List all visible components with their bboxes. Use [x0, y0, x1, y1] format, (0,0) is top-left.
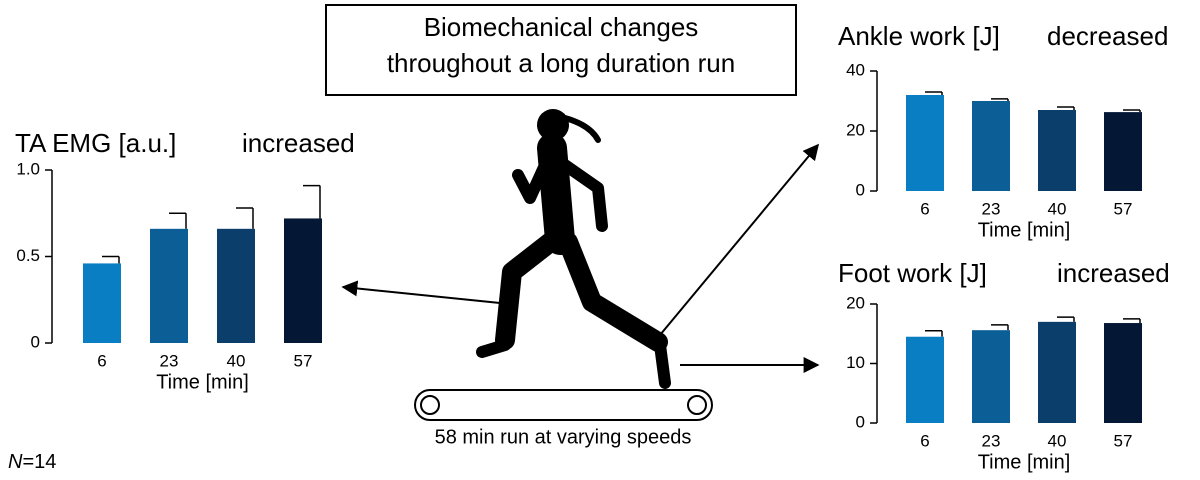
y-tick-label: 1.0: [16, 159, 40, 178]
x-axis-label: Time [min]: [156, 371, 249, 393]
bar: [150, 228, 188, 343]
y-tick-label: 20: [846, 120, 865, 139]
x-tick-label: 40: [1048, 199, 1067, 218]
bar: [1038, 110, 1076, 191]
y-tick-label: 0: [856, 412, 865, 431]
x-tick-label: 57: [1114, 199, 1133, 218]
bar: [284, 218, 322, 343]
bar: [83, 263, 121, 343]
sample-size: N=14: [8, 451, 56, 473]
bar: [1038, 321, 1076, 423]
x-tick-label: 40: [227, 351, 246, 370]
y-tick-label: 0.5: [16, 246, 40, 265]
bar: [972, 330, 1010, 423]
sample-value: =14: [22, 451, 56, 473]
y-tick-label: 40: [846, 60, 865, 79]
title-box: [325, 4, 797, 96]
arrow: [341, 280, 501, 304]
bar: [972, 101, 1010, 191]
x-axis-label: Time [min]: [978, 219, 1071, 241]
y-tick-label: 20: [846, 293, 865, 312]
annotation: increased: [1057, 258, 1170, 288]
bar: [906, 336, 944, 423]
y-tick-label: 10: [846, 353, 865, 372]
caption: 58 min run at varying speeds: [435, 426, 692, 448]
x-tick-label: 6: [97, 351, 106, 370]
x-tick-label: 57: [1114, 431, 1133, 450]
y-tick-label: 0: [31, 332, 40, 351]
sample-symbol: N: [8, 451, 23, 473]
x-tick-label: 23: [160, 351, 179, 370]
x-axis-label: Time [min]: [978, 451, 1071, 473]
title-line: Biomechanical changes: [424, 12, 699, 42]
chart-title: TA EMG [a.u.]: [15, 128, 176, 158]
bar: [1104, 323, 1142, 423]
title-line: throughout a long duration run: [387, 48, 735, 78]
bar: [1104, 112, 1142, 191]
y-tick-label: 0: [856, 180, 865, 199]
bar: [217, 228, 255, 343]
annotation: decreased: [1047, 21, 1168, 51]
arrow: [659, 143, 820, 336]
chart-title: Foot work [J]: [838, 258, 987, 288]
x-tick-label: 57: [294, 351, 313, 370]
x-tick-label: 6: [920, 431, 929, 450]
chart-title: Ankle work [J]: [838, 21, 1000, 51]
treadmill: [414, 389, 713, 421]
x-tick-label: 40: [1048, 431, 1067, 450]
bar: [906, 95, 944, 191]
annotation: increased: [242, 128, 355, 158]
x-tick-label: 23: [982, 431, 1001, 450]
x-tick-label: 23: [982, 199, 1001, 218]
runner: [476, 109, 671, 389]
x-tick-label: 6: [920, 199, 929, 218]
